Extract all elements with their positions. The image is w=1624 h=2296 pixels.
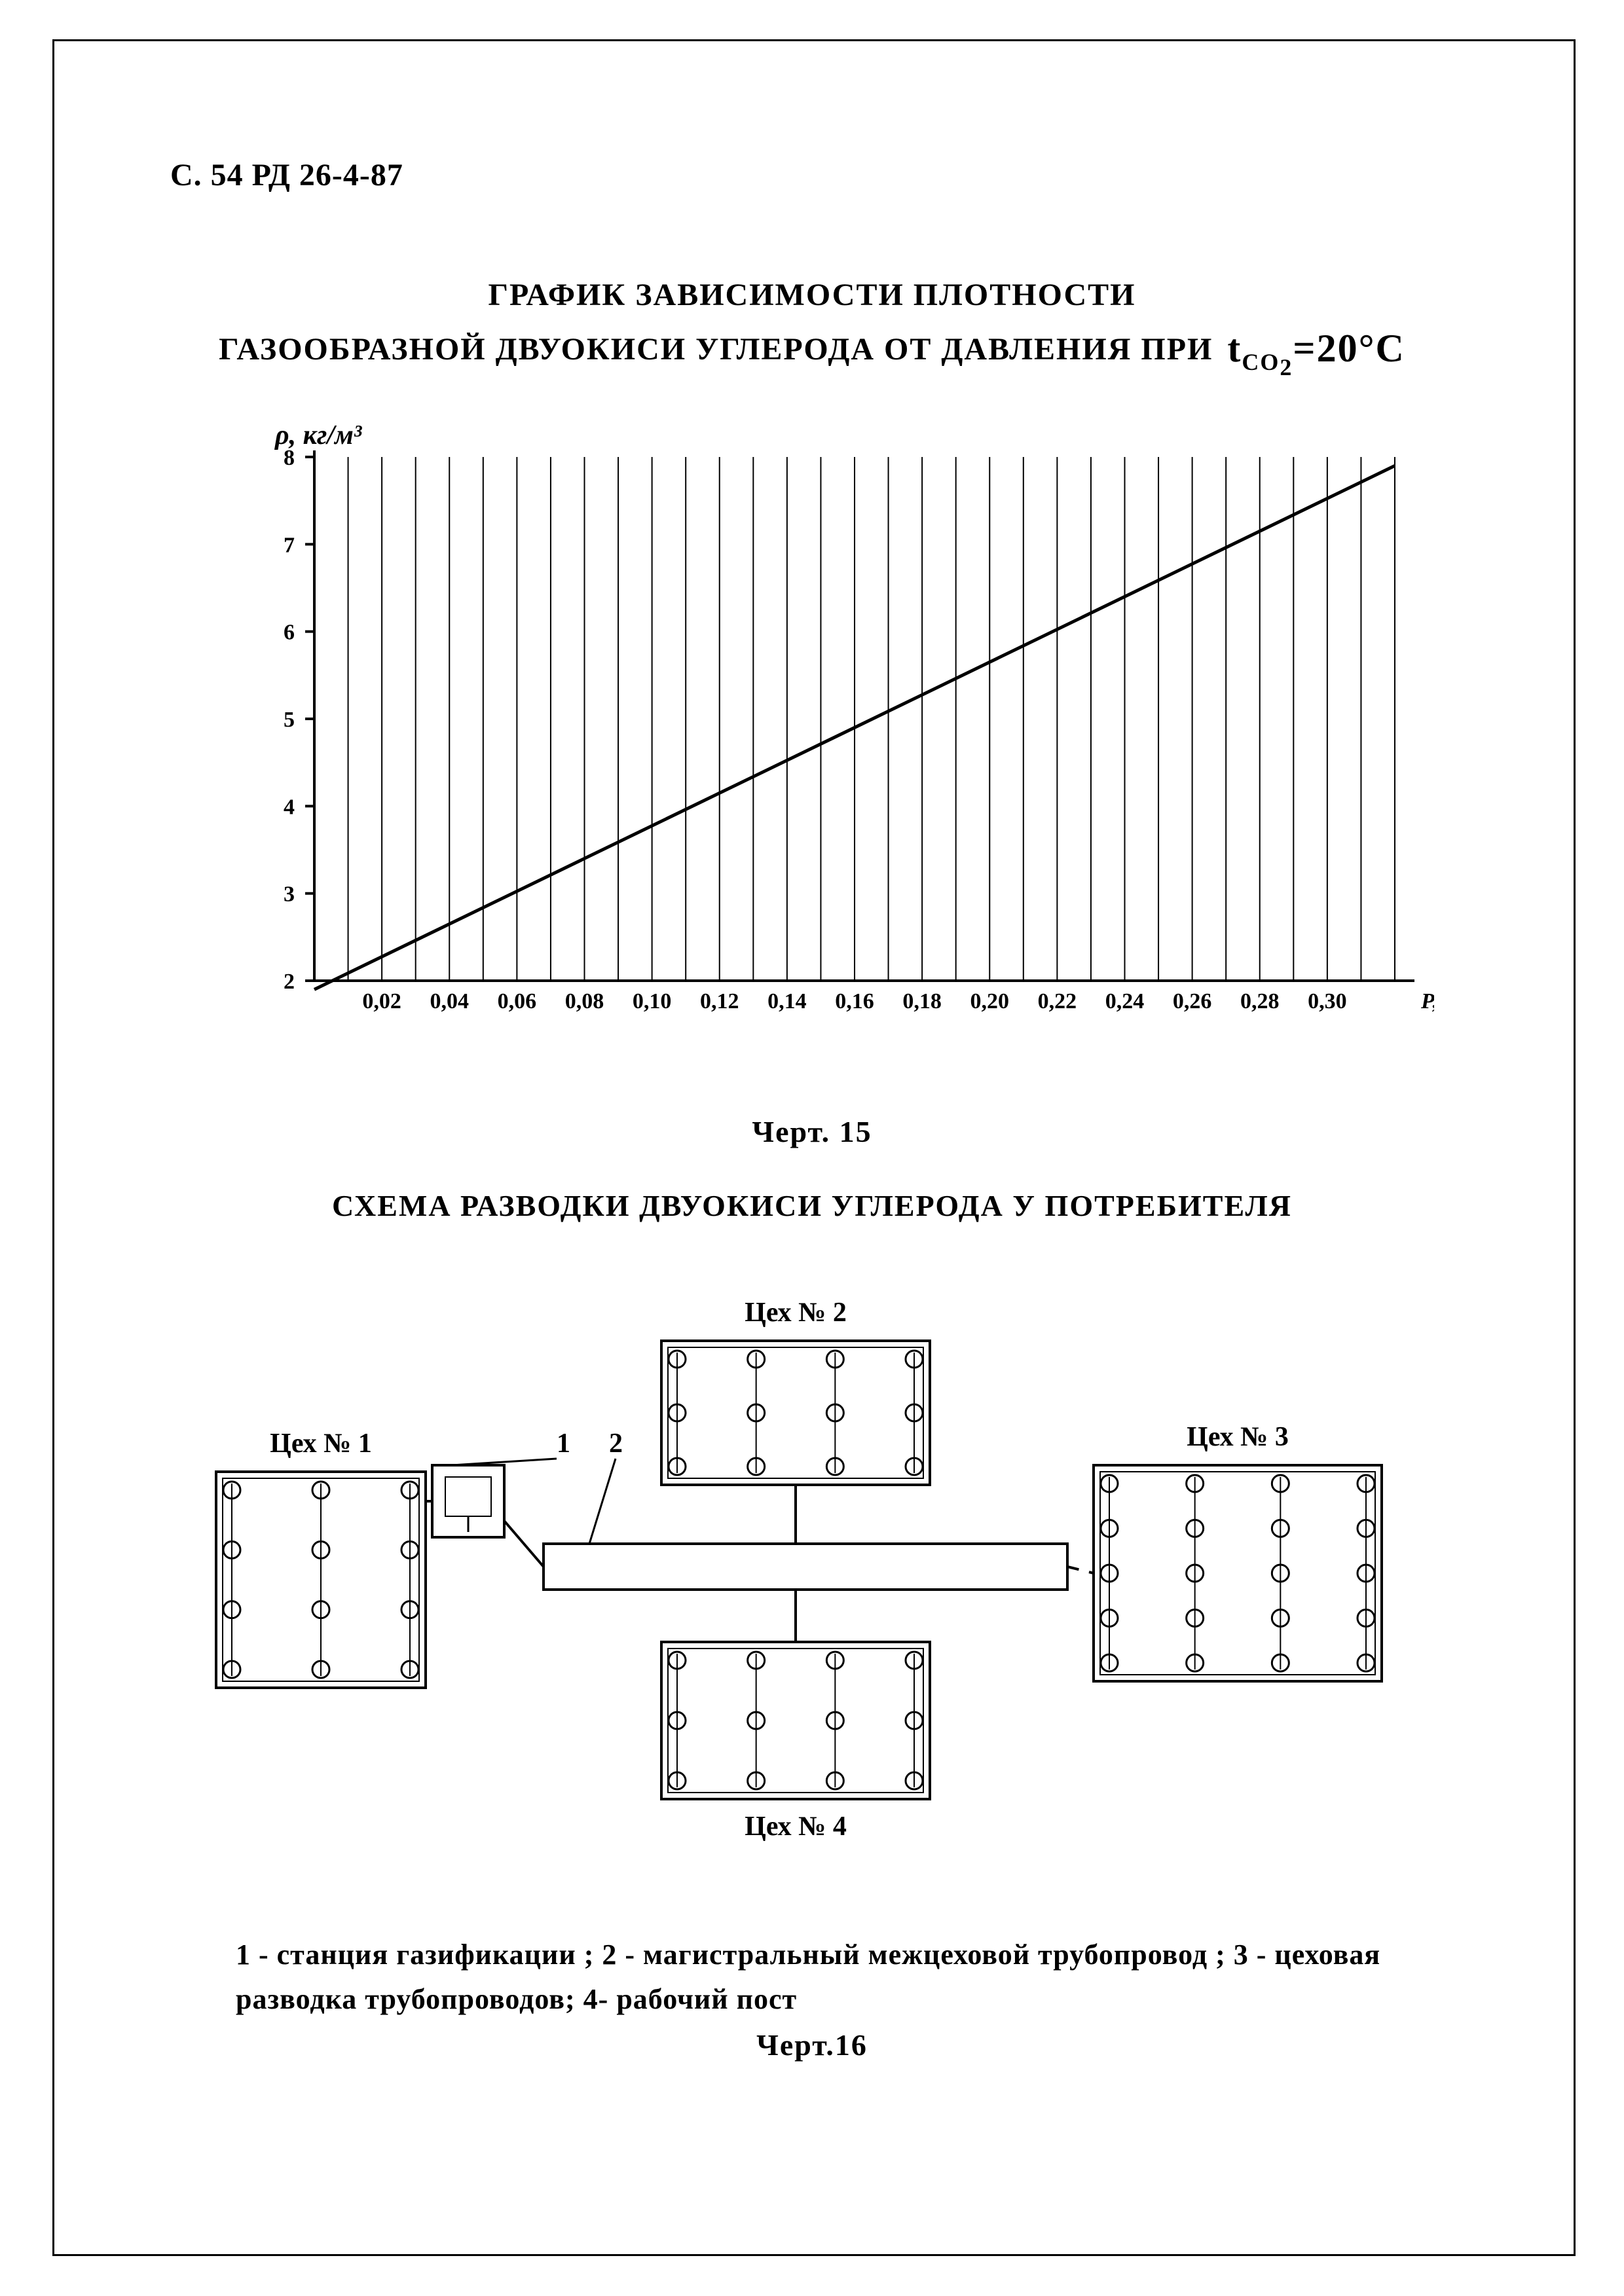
svg-text:0,06: 0,06 — [498, 989, 537, 1013]
svg-text:4: 4 — [284, 795, 295, 820]
svg-text:0,16: 0,16 — [835, 989, 874, 1013]
svg-text:0,20: 0,20 — [970, 989, 1010, 1013]
svg-text:6: 6 — [284, 621, 295, 645]
svg-text:0,08: 0,08 — [565, 989, 604, 1013]
svg-text:0,28: 0,28 — [1240, 989, 1280, 1013]
svg-text:1: 1 — [557, 1429, 570, 1459]
chart-title-line1: ГРАФИК ЗАВИСИМОСТИ ПЛОТНОСТИ — [170, 272, 1454, 319]
density-chart: ρ, кг/м³0,020,040,060,080,100,120,140,16… — [190, 411, 1434, 1099]
svg-text:0,26: 0,26 — [1173, 989, 1212, 1013]
distribution-diagram: Цех № 2 Цех № 1 Цех № 3 Цех № 4 1 2 — [190, 1262, 1434, 1917]
chart-formula: tCO2=20°С — [1227, 319, 1405, 385]
diagram-title: СХЕМА РАЗВОДКИ ДВУОКИСИ УГЛЕРОДА У ПОТРЕ… — [170, 1188, 1454, 1223]
svg-text:0,02: 0,02 — [362, 989, 401, 1013]
svg-text:Цех № 1: Цех № 1 — [270, 1429, 372, 1459]
chart-title: ГРАФИК ЗАВИСИМОСТИ ПЛОТНОСТИ ГАЗООБРАЗНО… — [170, 272, 1454, 385]
diagram-svg: Цех № 2 Цех № 1 Цех № 3 Цех № 4 1 2 — [190, 1262, 1434, 1917]
chart-caption: Черт. 15 — [170, 1114, 1454, 1149]
svg-text:2: 2 — [284, 970, 295, 994]
svg-text:Цех № 2: Цех № 2 — [745, 1298, 847, 1328]
svg-text:0,24: 0,24 — [1105, 989, 1145, 1013]
svg-text:0,14: 0,14 — [767, 989, 807, 1013]
svg-text:3: 3 — [284, 883, 295, 907]
svg-text:0,12: 0,12 — [700, 989, 739, 1013]
diagram-legend: 1 - станция газификации ; 2 - магистраль… — [236, 1933, 1388, 2022]
svg-text:0,30: 0,30 — [1308, 989, 1347, 1013]
svg-text:2: 2 — [609, 1429, 623, 1459]
diagram-caption: Черт.16 — [170, 2028, 1454, 2062]
svg-text:0,22: 0,22 — [1038, 989, 1077, 1013]
chart-title-line2-text: ГАЗООБРАЗНОЙ ДВУОКИСИ УГЛЕРОДА ОТ ДАВЛЕН… — [219, 326, 1213, 373]
page-content: С. 54 РД 26-4-87 ГРАФИК ЗАВИСИМОСТИ ПЛОТ… — [170, 157, 1454, 2062]
svg-text:0,10: 0,10 — [633, 989, 672, 1013]
svg-text:Р, МПа: Р, МПа — [1420, 989, 1434, 1013]
svg-text:7: 7 — [284, 534, 295, 558]
svg-text:Цех № 4: Цех № 4 — [745, 1812, 847, 1842]
svg-text:0,18: 0,18 — [902, 989, 942, 1013]
page-header: С. 54 РД 26-4-87 — [170, 157, 1454, 193]
chart-title-line2: ГАЗООБРАЗНОЙ ДВУОКИСИ УГЛЕРОДА ОТ ДАВЛЕН… — [170, 319, 1454, 385]
svg-text:Цех № 3: Цех № 3 — [1187, 1422, 1289, 1452]
svg-text:8: 8 — [284, 446, 295, 470]
svg-text:0,04: 0,04 — [430, 989, 470, 1013]
chart-svg: ρ, кг/м³0,020,040,060,080,100,120,140,16… — [190, 411, 1434, 1099]
svg-text:5: 5 — [284, 708, 295, 732]
